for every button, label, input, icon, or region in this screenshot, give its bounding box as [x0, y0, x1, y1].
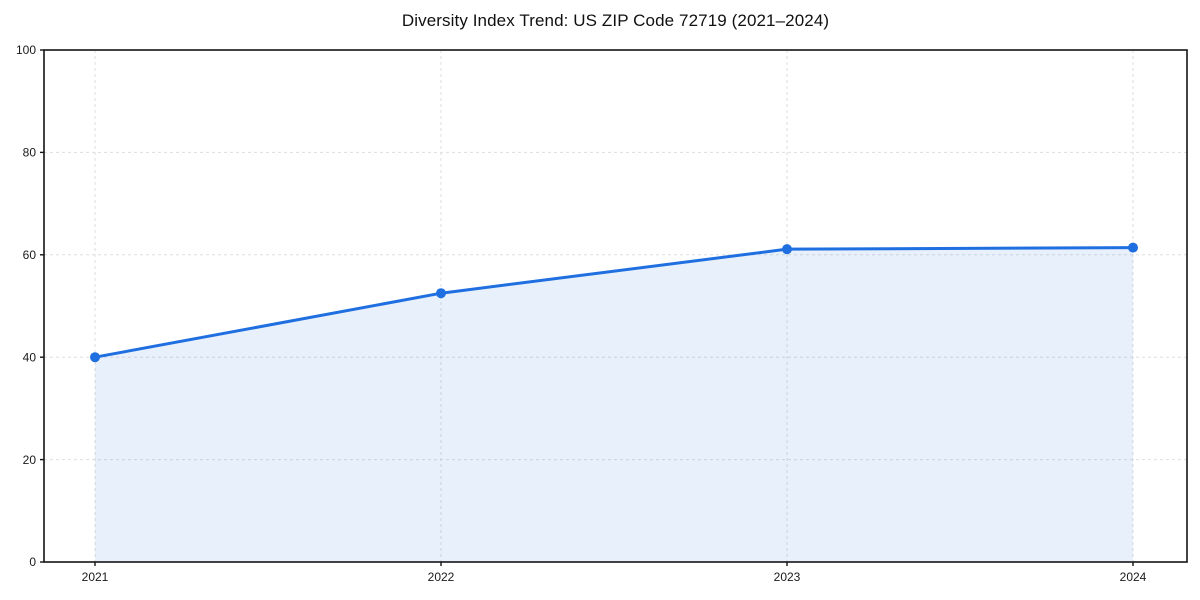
data-point-2022 — [436, 288, 446, 299]
y-tick-label: 100 — [16, 43, 36, 57]
y-tick-label: 80 — [23, 146, 37, 160]
y-tick-label: 40 — [23, 350, 37, 364]
trend-line — [93, 246, 1135, 359]
x-tick-label: 2024 — [1120, 570, 1147, 584]
y-tick-label: 60 — [23, 248, 37, 262]
x-tick-label: 2022 — [428, 570, 455, 584]
x-tick-label: 2023 — [774, 570, 801, 584]
x-tick-label: 2021 — [82, 570, 109, 584]
plot-frame — [43, 49, 1188, 563]
data-point-2021 — [90, 352, 100, 363]
y-tick-label: 20 — [23, 453, 37, 467]
y-tick-label: 0 — [29, 555, 36, 569]
chart-title: Diversity Index Trend: US ZIP Code 72719… — [401, 11, 830, 30]
area-fill — [95, 247, 1133, 562]
data-point-2024 — [1128, 242, 1138, 253]
data-point-2023 — [782, 244, 792, 255]
